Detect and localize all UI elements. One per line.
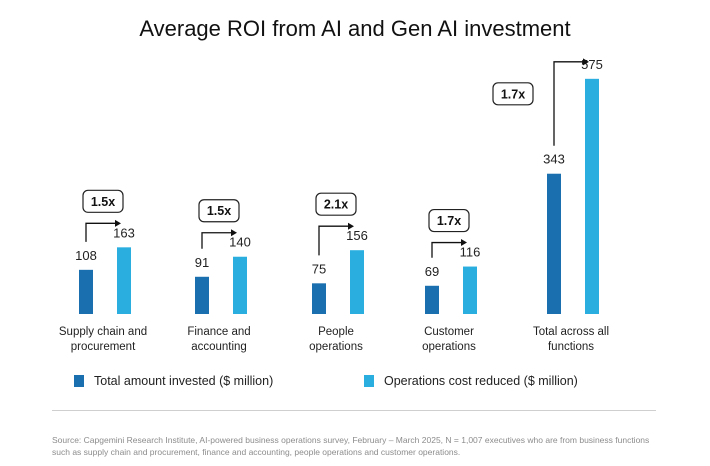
category-label-line: functions [547, 341, 595, 353]
multiplier-arrowhead-customer [461, 239, 467, 247]
category-label-line: accounting [191, 341, 247, 353]
chart-title: Average ROI from AI and Gen AI investmen… [139, 16, 571, 41]
multiplier-label-finance: 1.5x [207, 204, 231, 218]
multiplier-badge-customer [428, 208, 470, 233]
multiplier-arrow-finance [201, 232, 231, 249]
bar-cost-reduced-people [350, 250, 364, 314]
bar-cost-reduced-customer [463, 266, 477, 314]
data-label-invested-customer: 69 [425, 264, 439, 279]
data-label-invested-supply-chain: 108 [75, 248, 97, 263]
data-label-cost-reduced-people: 156 [346, 228, 368, 243]
multiplier-arrowhead-supply-chain [115, 219, 121, 227]
multiplier-badge-total [492, 82, 534, 106]
multiplier-arrow-customer [431, 241, 461, 258]
bar-invested-finance [195, 276, 209, 314]
category-label-finance: Finance and accounting [154, 325, 284, 355]
footer-divider [52, 410, 656, 411]
multiplier-badge-supply-chain [82, 189, 124, 213]
bar-invested-customer [425, 285, 439, 314]
legend-item-invested: Total amount invested ($ million) [74, 374, 273, 388]
source-note: Source: Capgemini Research Institute, AI… [52, 435, 650, 457]
legend-swatch-invested [74, 375, 84, 387]
chart-plot-area: 108 163 1.5x 91 140 1.5x 75 156 2.1x 69 116 1.7x 343… [75, 57, 603, 314]
category-label-people: People operations [271, 325, 401, 355]
data-label-cost-reduced-finance: 140 [229, 235, 251, 250]
category-label-line: procurement [70, 341, 136, 353]
multiplier-arrowhead-total [583, 58, 589, 66]
data-label-cost-reduced-supply-chain: 163 [113, 225, 135, 240]
bar-cost-reduced-finance [233, 256, 247, 314]
multiplier-badge-finance [198, 199, 240, 223]
multiplier-arrow-supply-chain [85, 222, 115, 242]
category-label-customer: Customer operations [384, 325, 514, 355]
multiplier-arrowhead-people [348, 222, 354, 230]
category-label-supply-chain: Supply chain and procurement [38, 325, 168, 355]
multiplier-label-total: 1.7x [501, 87, 525, 101]
data-label-invested-finance: 91 [195, 255, 209, 270]
multiplier-label-customer: 1.7x [437, 214, 461, 228]
category-label-line: operations [422, 341, 476, 353]
category-label-total: Total across all functions [506, 325, 636, 355]
bar-invested-people [312, 283, 326, 314]
multiplier-arrowhead-finance [231, 229, 237, 237]
legend-item-cost-reduced: Operations cost reduced ($ million) [364, 374, 578, 388]
legend-label-cost-reduced: Operations cost reduced ($ million) [384, 374, 578, 388]
multiplier-badge-people [315, 192, 357, 216]
data-label-invested-people: 75 [312, 261, 326, 276]
bar-cost-reduced-supply-chain [117, 247, 131, 314]
multiplier-label-supply-chain: 1.5x [91, 195, 115, 209]
data-label-cost-reduced-customer: 116 [460, 245, 481, 260]
bar-invested-total [547, 173, 561, 314]
category-label-line: Supply chain and [58, 326, 148, 338]
multiplier-arrow-total [553, 61, 583, 146]
category-label-line: operations [309, 341, 363, 353]
category-label-line: People [318, 326, 354, 338]
bar-cost-reduced-total [585, 78, 599, 314]
bar-invested-supply-chain [79, 269, 93, 314]
multiplier-arrow-people [318, 225, 348, 256]
legend-label-invested: Total amount invested ($ million) [94, 374, 274, 388]
category-label-line: Finance and [187, 326, 251, 338]
legend-swatch-cost-reduced [364, 375, 374, 387]
category-label-line: Customer [424, 326, 474, 338]
category-label-line: Total across all [532, 326, 610, 338]
data-label-invested-total: 343 [543, 152, 565, 167]
multiplier-label-people: 2.1x [324, 198, 348, 212]
